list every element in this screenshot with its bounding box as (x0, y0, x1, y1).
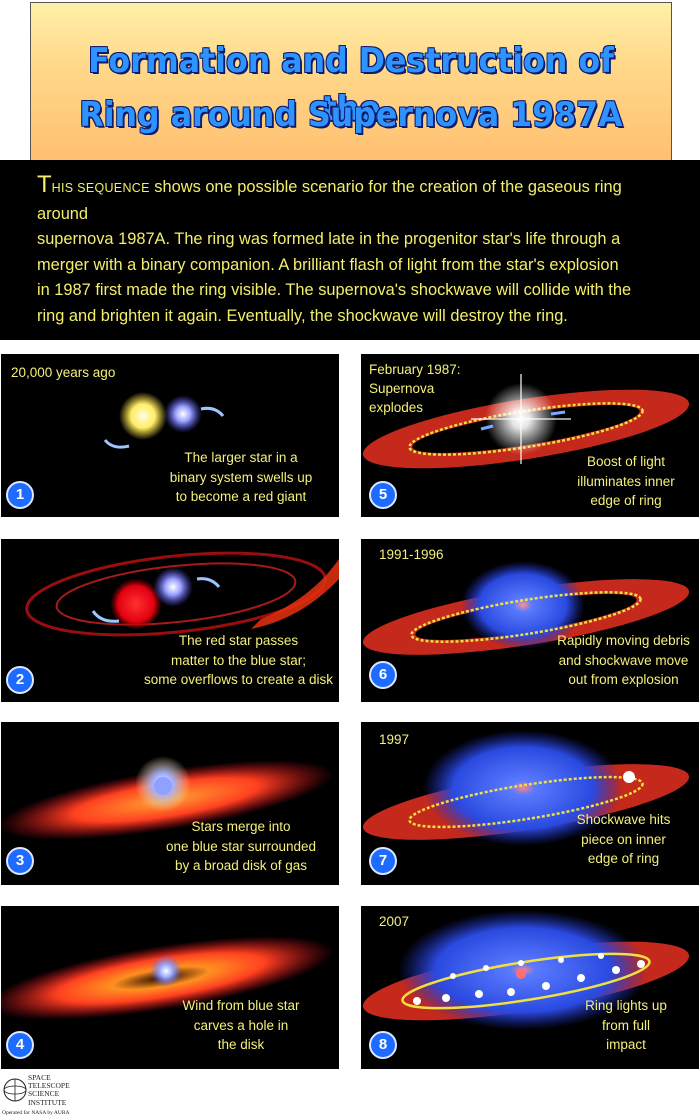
caption-line: matter to the blue star; (170, 652, 307, 668)
binary-stars-illustration (103, 392, 225, 449)
caption-line: binary system swells up (169, 469, 313, 485)
caption-line: by a broad disk of gas (174, 858, 308, 873)
caption-line: edge of ring (587, 851, 660, 866)
title-banner: Formation and Destruction of the Ring ar… (30, 2, 672, 162)
caption-line: Rapidly moving debris (557, 633, 690, 648)
panel-6: 1991-1996 Rapidly moving debris and shoc… (361, 539, 699, 702)
caption-line: piece on inner (581, 831, 666, 847)
supernova-flash-illustration (362, 374, 690, 469)
panel-number-badge: 4 (6, 1031, 34, 1059)
wind-hole-illustration (1, 936, 334, 1020)
panel-1-caption: The larger star in a binary system swell… (151, 448, 331, 507)
label-line: Supernova (369, 381, 435, 396)
caption-line: and shockwave move (558, 652, 689, 668)
panel-number-badge: 2 (6, 666, 34, 694)
panel-number-badge: 1 (6, 481, 34, 509)
panel-5-label: February 1987: Supernova explodes (369, 360, 461, 417)
panel-number-badge: 8 (369, 1031, 397, 1059)
caption-line: The larger star in a (184, 450, 298, 465)
caption-line: Ring lights up (585, 998, 667, 1013)
caption-line: The red star passes (178, 633, 299, 648)
caption-line: Boost of light (586, 454, 666, 469)
logo-line: SCIENCE (28, 1089, 60, 1099)
caption-line: impact (606, 1037, 646, 1052)
panel-2-caption: The red star passes matter to the blue s… (141, 631, 336, 690)
stsci-name: SPACE TELESCOPE SCIENCE INSTITUTE (28, 1073, 70, 1107)
panel-number-badge: 7 (369, 847, 397, 875)
panel-3-caption: Stars merge into one blue star surrounde… (151, 817, 331, 876)
panel-7-caption: Shockwave hits piece on inner edge of ri… (536, 810, 699, 869)
caption-line: illuminates inner (577, 473, 675, 489)
caption-line: Shockwave hits (576, 812, 671, 827)
panel-6-caption: Rapidly moving debris and shockwave move… (536, 631, 699, 690)
panel-5: February 1987: Supernova explodes Boost … (361, 354, 699, 517)
intro-line-4: in 1987 first made the ring visible. The… (37, 281, 632, 299)
intro-text: THIS SEQUENCE shows one possible scenari… (37, 172, 677, 329)
merged-star-disk-illustration (1, 756, 334, 840)
panel-number-badge: 5 (369, 481, 397, 509)
panel-8: 2007 Ring lights up from full impact 8 (361, 906, 699, 1069)
panel-8-caption: Ring lights up from full impact (556, 996, 696, 1055)
intro-line-1: shows one possible scenario for the crea… (37, 178, 622, 223)
panel-2: The red star passes matter to the blue s… (1, 539, 339, 702)
caption-line: one blue star surrounded (165, 838, 317, 854)
caption-line: Wind from blue star (182, 998, 300, 1013)
caption-line: from full (601, 1017, 650, 1033)
intro-line-2: supernova 1987A. The ring was formed lat… (37, 230, 621, 248)
stsci-emblem-icon (3, 1078, 27, 1102)
intro-box: THIS SEQUENCE shows one possible scenari… (0, 160, 700, 340)
caption-line: the disk (217, 1037, 265, 1052)
panel-8-label: 2007 (379, 914, 410, 929)
shockwave-hit-illustration (362, 730, 690, 846)
panel-1-label: 20,000 years ago (11, 365, 116, 380)
intro-line-5: ring and brighten it again. Eventually, … (37, 306, 568, 325)
title-line-1: Formation and Destruction of the (88, 41, 614, 129)
logo-line: TELESCOPE (28, 1081, 70, 1091)
intro-line-3: merger with a binary companion. A brilli… (37, 255, 619, 274)
panel-7-label: 1997 (379, 732, 410, 747)
caption-line: carves a hole in (193, 1017, 289, 1033)
panel-6-label: 1991-1996 (379, 547, 444, 562)
logo-line: SPACE (28, 1073, 51, 1082)
intro-dropcap: T (37, 171, 52, 198)
ring-lights-up-illustration (362, 910, 690, 1030)
panel-number-badge: 6 (369, 661, 397, 689)
caption-line: edge of ring (590, 493, 662, 508)
caption-line: Stars merge into (191, 819, 291, 834)
debris-shockwave-illustration (362, 561, 690, 655)
caption-line: to become a red giant (175, 489, 307, 504)
title-line-2: Ring around Supernova 1987A (79, 95, 623, 135)
stsci-operator: Operated for NASA by AURA (2, 1110, 70, 1116)
panel-4: Wind from blue star carves a hole in the… (1, 906, 339, 1069)
label-line: explodes (369, 400, 424, 415)
mass-transfer-illustration (25, 551, 339, 637)
panel-1: 20,000 years ago The larger star in a bi… (1, 354, 339, 517)
panel-5-caption: Boost of light illuminates inner edge of… (541, 452, 699, 511)
panel-4-caption: Wind from blue star carves a hole in the… (151, 996, 331, 1055)
panel-number-badge: 3 (6, 847, 34, 875)
panel-3: Stars merge into one blue star surrounde… (1, 722, 339, 885)
panel-7: 1997 Shockwave hits piece on inner edge … (361, 722, 699, 885)
caption-line: some overflows to create a disk (143, 672, 334, 687)
intro-smallcaps: HIS SEQUENCE (51, 181, 150, 195)
caption-line: out from explosion (568, 672, 679, 687)
label-line: February 1987: (369, 362, 461, 377)
logo-line: INSTITUTE (28, 1097, 67, 1107)
stsci-logo: SPACE TELESCOPE SCIENCE INSTITUTE Operat… (2, 1073, 122, 1118)
